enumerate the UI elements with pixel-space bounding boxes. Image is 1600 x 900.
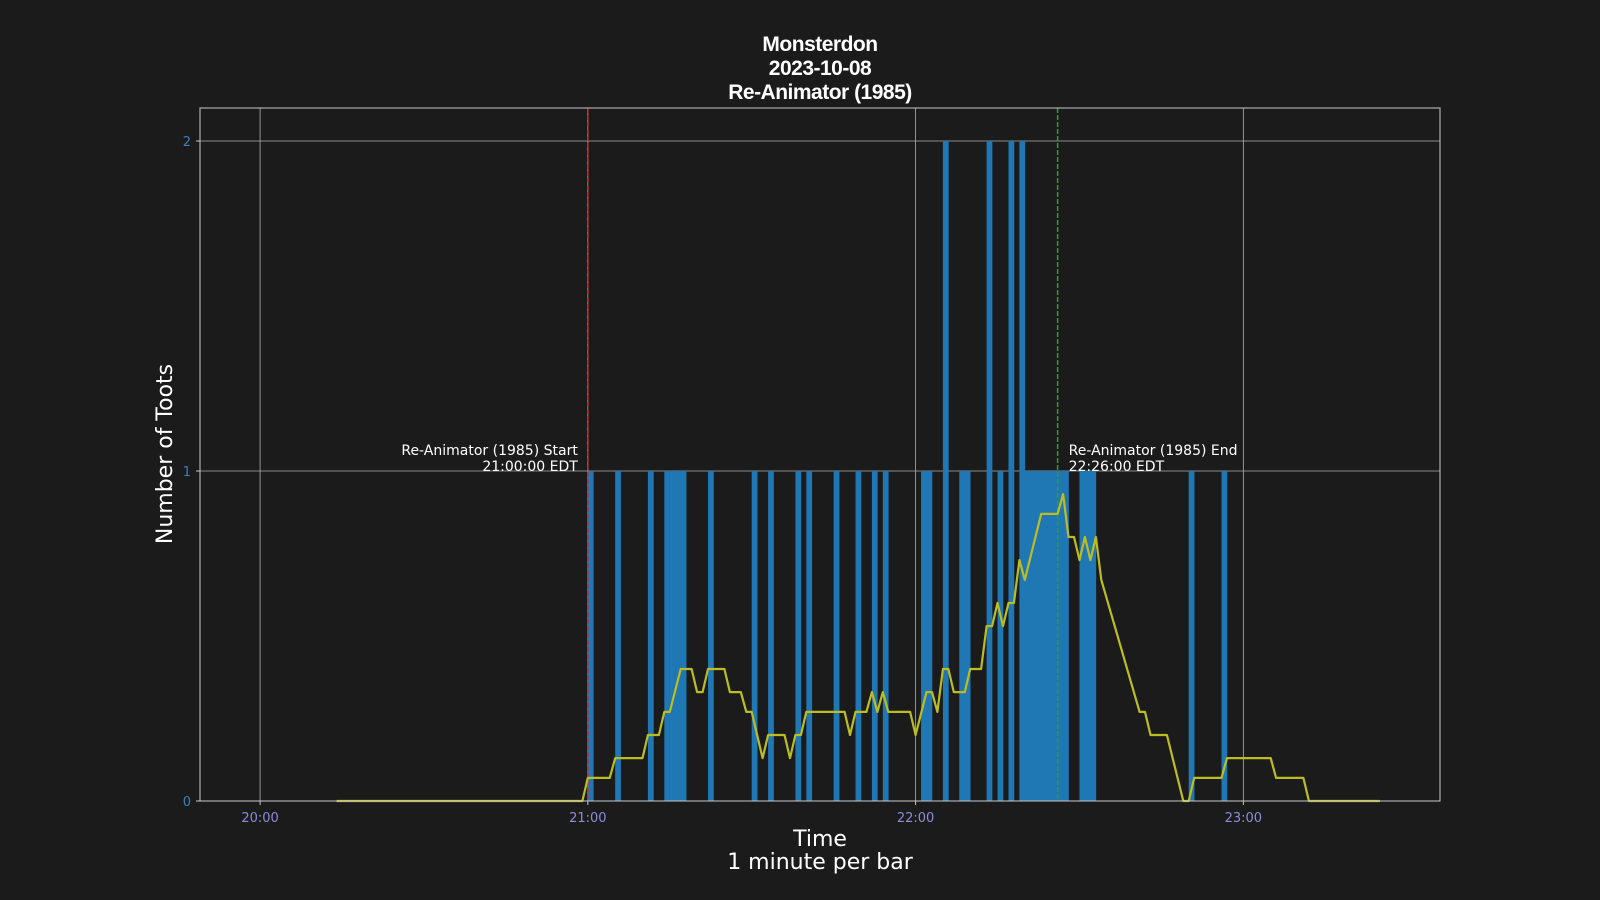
toot-bar bbox=[708, 471, 714, 801]
toot-bar bbox=[986, 141, 993, 801]
x-axis-label: Time bbox=[792, 827, 847, 852]
y-ticks: 0 1 2 bbox=[183, 135, 200, 810]
toot-bar bbox=[1188, 471, 1195, 801]
toot-bar bbox=[806, 471, 813, 801]
toot-bar bbox=[1041, 471, 1047, 801]
toot-bar bbox=[675, 471, 682, 801]
y-axis-label: Number of Toots bbox=[153, 364, 178, 544]
event-lines bbox=[587, 108, 1059, 801]
toot-bar bbox=[964, 471, 971, 801]
annotation-text: Re-Animator (1985) End bbox=[1069, 443, 1238, 459]
toot-bar bbox=[664, 471, 671, 801]
x-axis-sublabel: 1 minute per bar bbox=[727, 850, 914, 875]
toot-bar bbox=[1035, 471, 1042, 801]
toot-bar bbox=[647, 471, 654, 801]
toot-bar bbox=[942, 141, 949, 801]
toot-bar bbox=[882, 471, 889, 801]
bars bbox=[587, 141, 1228, 801]
plot-frame bbox=[199, 107, 1441, 802]
moving-average-line bbox=[336, 493, 1380, 803]
toot-bar bbox=[768, 471, 774, 801]
toot-bar bbox=[926, 471, 933, 801]
toot-bar bbox=[669, 471, 676, 801]
toot-bar bbox=[855, 471, 862, 801]
toot-bar bbox=[751, 471, 758, 801]
toot-bar bbox=[680, 471, 687, 801]
y-tick-label: 0 bbox=[183, 795, 191, 810]
toot-bar bbox=[1008, 141, 1015, 801]
toot-bar bbox=[921, 471, 927, 801]
toot-bar bbox=[1221, 471, 1228, 801]
annotation-text: 21:00:00 EDT bbox=[482, 459, 578, 475]
toot-bar bbox=[587, 471, 594, 801]
toot-bar bbox=[1052, 471, 1058, 801]
annotation-text: Re-Animator (1985) Start bbox=[401, 443, 578, 459]
toot-bar bbox=[1090, 471, 1097, 801]
toot-bar bbox=[1084, 471, 1091, 801]
annotation-text: 22:26:00 EDT bbox=[1069, 459, 1165, 475]
chart-title-line-1: Monsterdon bbox=[762, 33, 877, 56]
x-tick-label: 22:00 bbox=[897, 811, 934, 826]
toot-bar bbox=[1019, 141, 1026, 801]
toot-bar bbox=[1046, 471, 1053, 801]
toot-bar bbox=[1057, 471, 1064, 801]
toot-bar bbox=[795, 471, 802, 801]
y-tick-label: 2 bbox=[183, 135, 191, 150]
y-tick-label: 1 bbox=[183, 465, 191, 480]
toot-bar bbox=[1024, 471, 1031, 801]
x-ticks: 20:00 21:00 22:00 23:00 bbox=[241, 801, 1262, 826]
toot-bar bbox=[997, 471, 1004, 801]
x-tick-label: 21:00 bbox=[569, 811, 606, 826]
x-tick-label: 23:00 bbox=[1225, 811, 1262, 826]
toot-bar bbox=[833, 471, 840, 801]
toot-bar bbox=[1063, 471, 1069, 801]
grid bbox=[200, 108, 1440, 802]
chart-title-line-2: 2023-10-08 bbox=[769, 57, 872, 80]
toot-bar bbox=[615, 471, 621, 801]
toot-bar bbox=[1079, 471, 1086, 801]
x-tick-label: 20:00 bbox=[241, 811, 278, 826]
toot-bar bbox=[959, 471, 966, 801]
toot-bar bbox=[871, 471, 878, 801]
toot-bar bbox=[1030, 471, 1037, 801]
chart-title-line-3: Re-Animator (1985) bbox=[728, 81, 912, 104]
